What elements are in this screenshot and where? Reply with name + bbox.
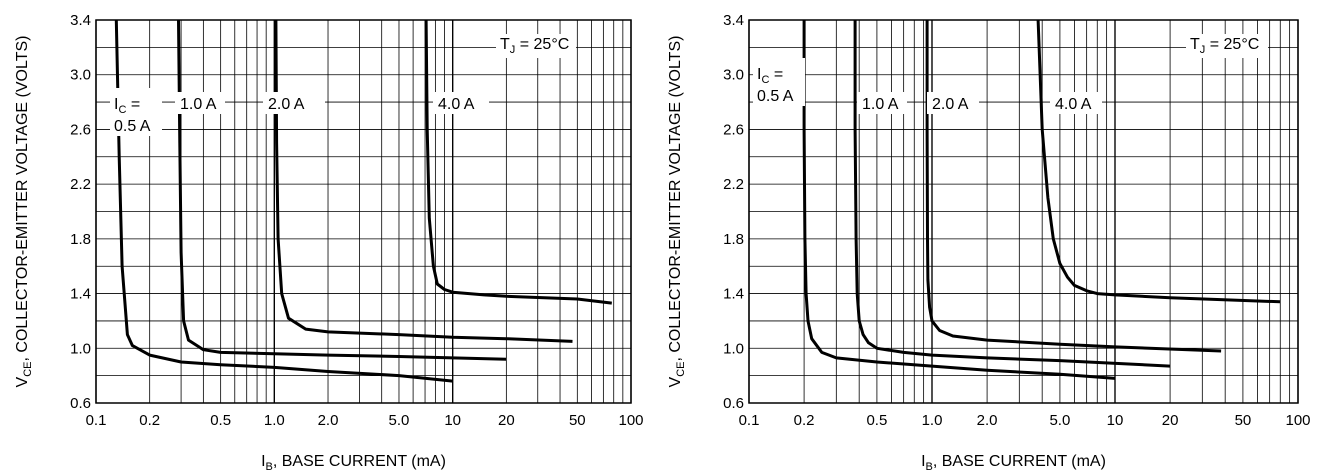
plot-frame xyxy=(95,19,632,404)
x-tick-label: 0.2 xyxy=(139,412,160,429)
x-tick-label: 100 xyxy=(618,412,643,429)
x-tick-label: 10 xyxy=(444,412,461,429)
series-1-line xyxy=(114,19,453,383)
x-tick-label: 1.0 xyxy=(264,412,285,429)
grid xyxy=(748,19,1299,404)
series-3-label: 2.0 A xyxy=(932,96,969,113)
x-tick-label: 0.2 xyxy=(794,412,815,429)
series-4-label: 4.0 A xyxy=(438,96,475,113)
x-tick-label: 0.5 xyxy=(866,412,887,429)
y-tick-label: 1.0 xyxy=(70,340,91,357)
x-tick-label: 1.0 xyxy=(922,412,943,429)
annotation-bg xyxy=(496,34,576,58)
series-label-bg xyxy=(263,92,325,114)
chart-1: IC = 0.5 A 1.0 A 2.0 A 4.0 A TJ = 25°C 0.1 0.2 0… xyxy=(14,12,644,472)
plot-frame xyxy=(748,19,1299,404)
y-tick-label: 1.4 xyxy=(70,286,91,303)
y-tick-label: 2.2 xyxy=(70,176,91,193)
series-label-bg xyxy=(110,88,162,136)
y-tick-label: 2.2 xyxy=(723,176,744,193)
series-2-label: 1.0 A xyxy=(180,96,217,113)
series-label-bg xyxy=(175,92,225,114)
x-tick-label: 10 xyxy=(1107,412,1124,429)
x-axis-label: IB, BASE CURRENT (mA) xyxy=(261,453,446,472)
y-tick-label: 0.6 xyxy=(70,395,91,412)
y-tick-label: 3.0 xyxy=(70,67,91,84)
series-1-line xyxy=(802,20,1116,380)
annotation-bg xyxy=(1186,34,1268,58)
x-tick-label: 0.1 xyxy=(86,412,107,429)
y-tick-label: 1.8 xyxy=(723,231,744,248)
series-2-label: 1.0 A xyxy=(862,96,899,113)
y-tick-label: 0.6 xyxy=(723,395,744,412)
x-tick-label: 20 xyxy=(1162,412,1179,429)
x-tick-label: 2.0 xyxy=(977,412,998,429)
y-tick-label: 3.4 xyxy=(723,12,744,29)
x-tick-label: 20 xyxy=(498,412,515,429)
series-1-label: IC = xyxy=(114,96,140,116)
x-tick-label: 50 xyxy=(569,412,586,429)
grid xyxy=(95,19,632,404)
series-label-bg xyxy=(857,92,907,114)
x-tick-label: 0.5 xyxy=(210,412,231,429)
x-tick-label: 100 xyxy=(1285,412,1310,429)
y-tick-label: 3.0 xyxy=(723,67,744,84)
y-axis-label: VCE, COLLECTOR-EMITTER VOLTAGE (VOLTS) xyxy=(667,36,687,388)
series-1-label: 0.5 A xyxy=(114,118,151,135)
y-tick-label: 2.6 xyxy=(723,121,744,138)
y-tick-label: 1.8 xyxy=(70,231,91,248)
y-tick-label: 1.4 xyxy=(723,286,744,303)
series-4-line xyxy=(424,19,612,305)
x-axis-label: IB, BASE CURRENT (mA) xyxy=(921,453,1106,472)
x-tick-label: 5.0 xyxy=(1049,412,1070,429)
series-1-label: 0.5 A xyxy=(757,88,794,105)
x-tick-label: 50 xyxy=(1235,412,1252,429)
series-label-bg xyxy=(433,92,489,114)
series-label-bg xyxy=(1050,92,1102,114)
chart-2: IC = 0.5 A 1.0 A 2.0 A 4.0 A TJ = 25°C 0.1 0.2 0… xyxy=(667,12,1311,472)
x-tick-label: 0.1 xyxy=(739,412,760,429)
series-label-bg xyxy=(927,92,979,114)
y-axis-label: VCE, COLLECTOR-EMITTER VOLTAGE (VOLTS) xyxy=(14,36,34,388)
x-tick-label: 2.0 xyxy=(318,412,339,429)
y-tick-label: 2.6 xyxy=(70,121,91,138)
y-tick-label: 3.4 xyxy=(70,12,91,29)
series-1-label: IC = xyxy=(757,66,783,86)
temperature-annotation: TJ = 25°C xyxy=(500,36,569,56)
series-2-line xyxy=(853,20,1171,368)
series-label-bg xyxy=(753,58,805,106)
y-tick-label: 1.0 xyxy=(723,340,744,357)
temperature-annotation: TJ = 25°C xyxy=(1190,36,1259,56)
x-tick-label: 5.0 xyxy=(389,412,410,429)
series-4-label: 4.0 A xyxy=(1055,96,1092,113)
series-3-line xyxy=(925,20,1222,353)
series-2-line xyxy=(177,19,507,361)
series-3-label: 2.0 A xyxy=(268,96,305,113)
series-3-line xyxy=(274,19,573,343)
series-4-line xyxy=(1036,19,1281,304)
